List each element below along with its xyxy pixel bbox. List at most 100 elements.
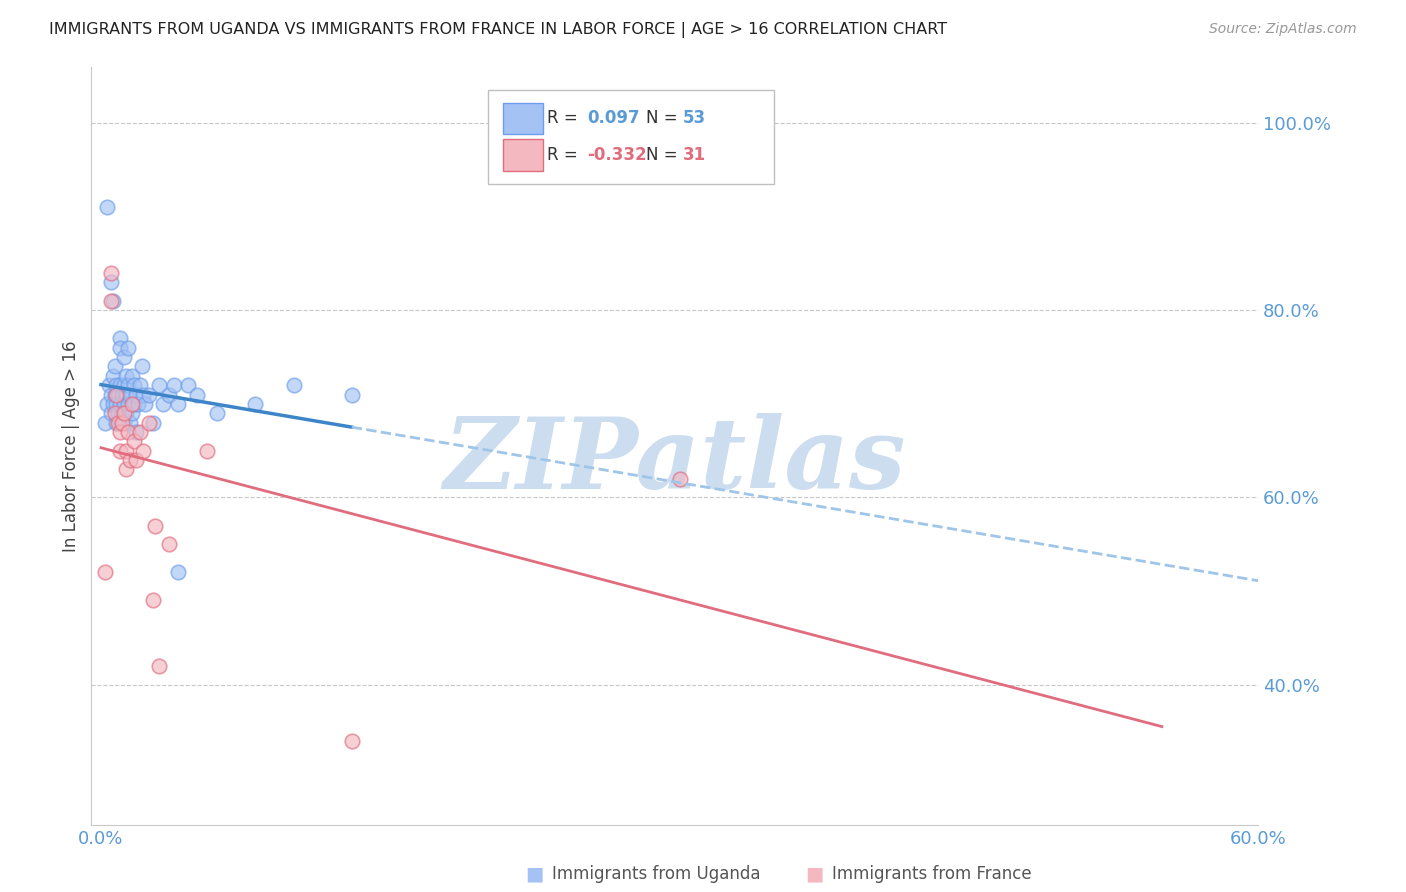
- FancyBboxPatch shape: [503, 103, 543, 135]
- Text: ZIPatlas: ZIPatlas: [444, 413, 905, 509]
- Point: [125, 453, 148, 467]
- Point: [134, 397, 156, 411]
- Text: 0.097: 0.097: [588, 110, 640, 128]
- Point: [110, 443, 132, 458]
- Point: [96, 397, 118, 411]
- Point: [186, 387, 208, 401]
- Point: [115, 443, 138, 458]
- Point: [105, 416, 128, 430]
- Point: [131, 359, 153, 374]
- Text: 53: 53: [683, 110, 706, 128]
- FancyBboxPatch shape: [488, 89, 775, 185]
- Point: [138, 387, 160, 401]
- Point: [112, 406, 135, 420]
- Text: ■: ■: [526, 865, 544, 884]
- Point: [121, 406, 143, 420]
- Text: R =: R =: [547, 110, 582, 128]
- Point: [128, 378, 150, 392]
- Point: [138, 416, 160, 430]
- Point: [105, 378, 128, 392]
- Text: Immigrants from Uganda: Immigrants from Uganda: [553, 865, 761, 883]
- Point: [125, 387, 148, 401]
- Point: [110, 341, 132, 355]
- Point: [163, 378, 186, 392]
- Y-axis label: In Labor Force | Age > 16: In Labor Force | Age > 16: [62, 340, 80, 552]
- Point: [103, 406, 125, 420]
- Text: 31: 31: [683, 146, 706, 164]
- Point: [112, 416, 135, 430]
- Point: [122, 434, 145, 449]
- Point: [148, 659, 170, 673]
- Point: [148, 378, 170, 392]
- Point: [121, 397, 143, 411]
- Point: [103, 359, 125, 374]
- Text: R =: R =: [547, 146, 582, 164]
- Point: [668, 472, 690, 486]
- Point: [105, 397, 128, 411]
- Text: Immigrants from France: Immigrants from France: [832, 865, 1032, 883]
- Point: [112, 350, 135, 364]
- Text: IMMIGRANTS FROM UGANDA VS IMMIGRANTS FROM FRANCE IN LABOR FORCE | AGE > 16 CORRE: IMMIGRANTS FROM UGANDA VS IMMIGRANTS FRO…: [49, 22, 948, 38]
- Point: [167, 566, 190, 580]
- Point: [112, 378, 135, 392]
- Point: [157, 387, 180, 401]
- Point: [107, 406, 129, 420]
- Point: [340, 387, 363, 401]
- Point: [283, 378, 305, 392]
- Point: [115, 406, 138, 420]
- Point: [142, 416, 165, 430]
- Point: [100, 387, 122, 401]
- Point: [167, 397, 190, 411]
- Point: [152, 397, 174, 411]
- Point: [103, 387, 125, 401]
- Point: [245, 397, 267, 411]
- Point: [97, 378, 120, 392]
- Point: [340, 734, 363, 748]
- Point: [111, 406, 134, 420]
- Point: [132, 387, 155, 401]
- Point: [111, 416, 134, 430]
- Point: [115, 387, 138, 401]
- Point: [117, 341, 139, 355]
- Point: [117, 378, 139, 392]
- FancyBboxPatch shape: [503, 139, 543, 170]
- Point: [100, 293, 122, 308]
- Point: [127, 397, 149, 411]
- Text: -0.332: -0.332: [588, 146, 647, 164]
- Point: [110, 378, 132, 392]
- Point: [205, 406, 228, 420]
- Point: [195, 443, 218, 458]
- Point: [100, 275, 122, 289]
- Point: [96, 200, 118, 214]
- Point: [132, 443, 155, 458]
- Point: [157, 537, 180, 551]
- Text: ■: ■: [806, 865, 824, 884]
- Point: [111, 387, 134, 401]
- Point: [107, 387, 129, 401]
- Point: [107, 416, 129, 430]
- Point: [101, 368, 124, 383]
- Text: N =: N =: [645, 110, 682, 128]
- Point: [100, 406, 122, 420]
- Point: [110, 416, 132, 430]
- Point: [115, 462, 138, 476]
- Point: [118, 387, 141, 401]
- Point: [101, 397, 124, 411]
- Point: [100, 266, 122, 280]
- Point: [101, 293, 124, 308]
- Point: [94, 416, 117, 430]
- Point: [110, 397, 132, 411]
- Point: [110, 425, 132, 439]
- Point: [105, 387, 128, 401]
- Text: N =: N =: [645, 146, 682, 164]
- Point: [125, 425, 148, 439]
- Point: [142, 593, 165, 607]
- Point: [122, 397, 145, 411]
- Point: [121, 368, 143, 383]
- Point: [177, 378, 200, 392]
- Point: [122, 378, 145, 392]
- Text: Source: ZipAtlas.com: Source: ZipAtlas.com: [1209, 22, 1357, 37]
- Point: [117, 397, 139, 411]
- Point: [143, 518, 166, 533]
- Point: [117, 425, 139, 439]
